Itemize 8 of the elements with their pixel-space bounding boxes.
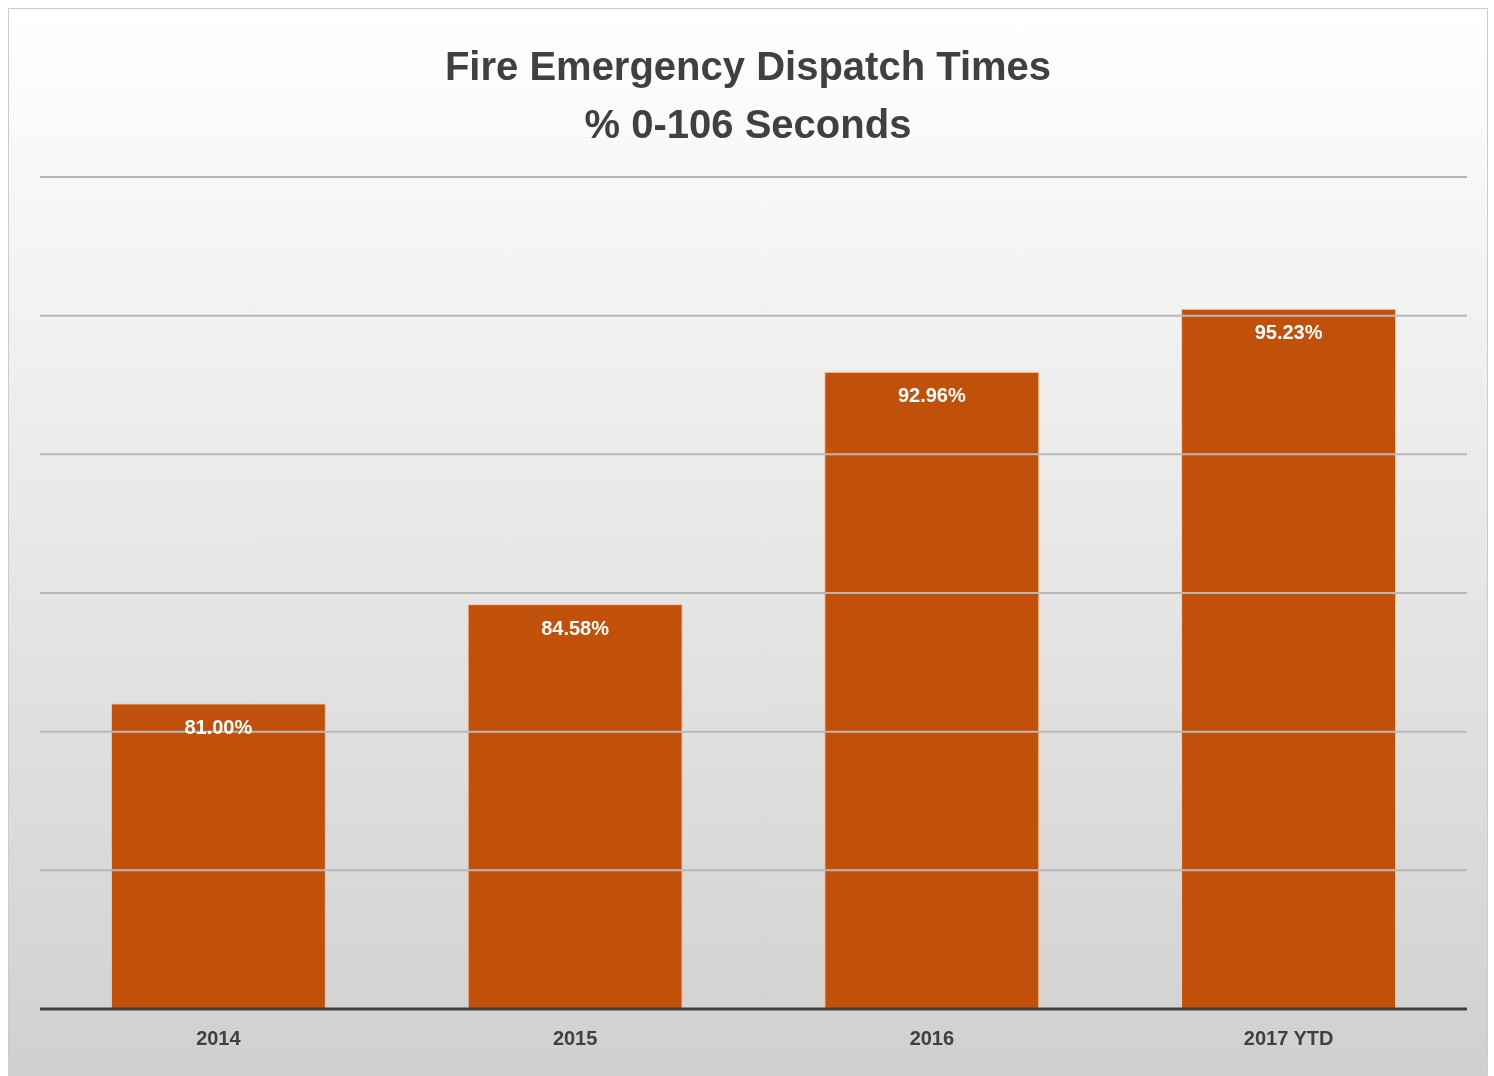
chart-title: Fire Emergency Dispatch Times % 0-106 Seconds <box>443 43 1053 148</box>
x-tick-label: 2015 <box>552 1027 598 1050</box>
x-tick-label: 2016 <box>909 1027 955 1050</box>
x-tick-label: 2014 <box>196 1027 242 1050</box>
x-tick-label: 2017 YTD <box>1243 1027 1334 1050</box>
data-label: 95.23% <box>1254 321 1323 344</box>
data-label: 92.96% <box>897 384 966 407</box>
data-label: 84.58% <box>541 616 610 639</box>
